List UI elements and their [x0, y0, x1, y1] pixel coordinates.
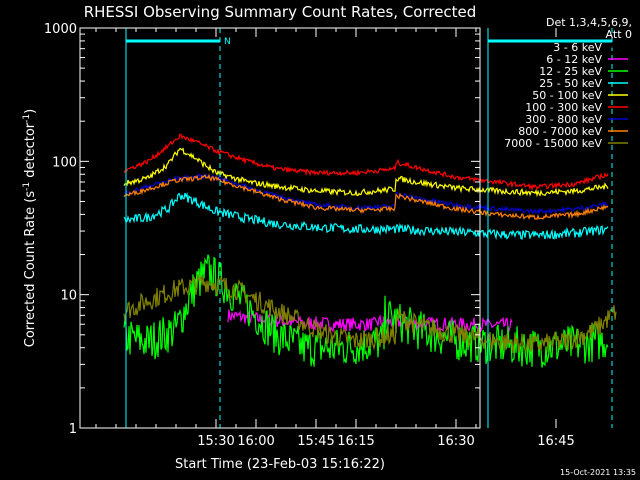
y-axis-label-sup-1: -1 — [22, 182, 32, 191]
x-tick-label: 16:30 — [437, 434, 474, 449]
y-axis-label-suffix: ) — [23, 109, 38, 114]
x-tick-label: 16:45 — [537, 434, 574, 449]
y-axis-label-mid: detector — [23, 122, 38, 182]
x-axis-label: Start Time (23-Feb-03 15:16:22) — [175, 457, 385, 472]
series-line — [123, 254, 609, 368]
plot-area: N — [123, 28, 617, 428]
legend-label: 25 - 50 keV — [539, 77, 602, 90]
legend-label: 50 - 100 keV — [532, 89, 602, 102]
legend-label: 12 - 25 keV — [539, 65, 602, 78]
plot-frame — [79, 27, 481, 429]
axes: 1 10 100 1000 15:30 15:45 16:00 16:15 16:30 16:45 — [44, 22, 575, 449]
y-tick-label: 1 — [69, 422, 77, 437]
y-axis-label: Corrected Count Rate (s-1 detector-1) — [22, 109, 38, 347]
legend-label: 6 - 12 keV — [546, 53, 602, 66]
series-line — [123, 191, 609, 240]
legend-title-2: Att 0 — [606, 28, 632, 41]
series-line — [123, 274, 617, 355]
legend-label: 3 - 6 keV — [553, 41, 602, 54]
series-line — [123, 147, 609, 198]
x-tick-label: 16:00 — [237, 434, 274, 449]
y-tick-label: 100 — [52, 155, 77, 170]
series-line — [123, 133, 609, 192]
x-tick-label: 16:15 — [337, 434, 374, 449]
legend-label: 800 - 7000 keV — [518, 125, 602, 138]
series-line-3-6-kev — [163, 363, 487, 409]
attenuator-flag: N — [224, 37, 231, 47]
y-axis-label-prefix: Corrected Count Rate (s — [23, 191, 38, 348]
x-tick-label: 15:30 — [197, 434, 234, 449]
chart-title: RHESSI Observing Summary Count Rates, Co… — [84, 3, 477, 21]
legend-title-1: Det 1,3,4,5,6,9, — [546, 16, 632, 29]
y-tick-label: 1000 — [44, 22, 77, 37]
legend-label: 100 - 300 keV — [525, 101, 602, 114]
series-line — [123, 173, 609, 221]
footer-date: 15-Oct-2021 13:35 — [560, 468, 636, 477]
x-tick-label: 15:45 — [297, 434, 334, 449]
legend-label: 7000 - 15000 keV — [504, 137, 602, 150]
y-tick-label: 10 — [60, 289, 77, 304]
y-axis-label-sup-2: -1 — [22, 114, 32, 123]
legend-label: 300 - 800 keV — [525, 113, 602, 126]
